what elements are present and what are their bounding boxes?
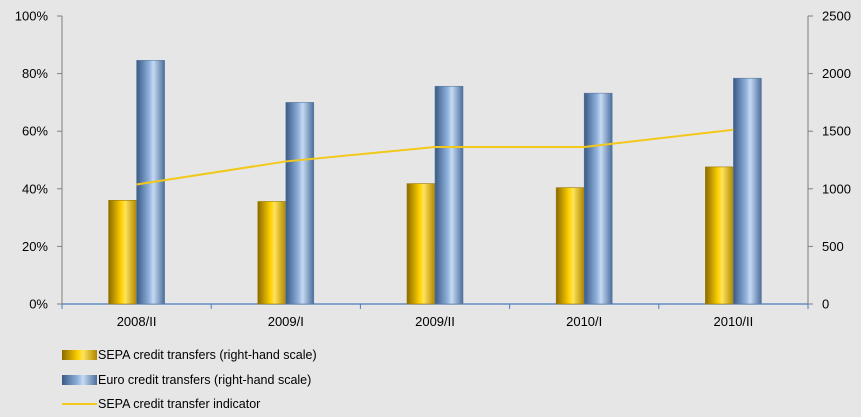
legend-item-sepa: SEPA credit transfers (right-hand scale) bbox=[62, 343, 317, 368]
bar-sepa bbox=[257, 201, 287, 305]
legend-label-indicator: SEPA credit transfer indicator bbox=[98, 397, 261, 411]
bar-euro bbox=[434, 85, 464, 305]
right-tick-label: 1000 bbox=[822, 181, 851, 196]
right-tick-label: 2500 bbox=[822, 9, 851, 24]
bar-euro bbox=[285, 102, 315, 305]
bar-sepa bbox=[705, 166, 734, 305]
right-tick-label: 1500 bbox=[822, 124, 851, 139]
legend: SEPA credit transfers (right-hand scale)… bbox=[62, 343, 317, 417]
legend-item-euro: Euro credit transfers (right-hand scale) bbox=[62, 368, 317, 393]
x-tick-label: 2009/II bbox=[415, 314, 455, 329]
legend-swatch-euro bbox=[62, 374, 97, 385]
line-indicator bbox=[136, 128, 734, 186]
right-tick-label: 2000 bbox=[822, 66, 851, 81]
left-tick-label: 0% bbox=[29, 297, 48, 312]
bar-euro bbox=[733, 77, 762, 305]
left-tick-label: 80% bbox=[22, 66, 48, 81]
x-tick-label: 2010/I bbox=[566, 314, 602, 329]
right-tick-label: 500 bbox=[822, 239, 844, 254]
line-series bbox=[136, 128, 734, 186]
right-tick-label: 0 bbox=[822, 297, 829, 312]
legend-label-sepa: SEPA credit transfers (right-hand scale) bbox=[98, 348, 317, 362]
left-tick-label: 20% bbox=[22, 239, 48, 254]
tick-labels: 0% 20% 40% 60% 80% 100% 0 500 1000 1500 2000 2500 20… bbox=[15, 9, 851, 330]
legend-label-euro: Euro credit transfers (right-hand scale) bbox=[98, 372, 312, 387]
legend-swatch-indicator bbox=[62, 403, 97, 406]
bars bbox=[108, 60, 762, 305]
x-tick-label: 2008/II bbox=[117, 314, 157, 329]
legend-swatch-sepa bbox=[62, 350, 97, 361]
bar-sepa bbox=[406, 183, 436, 305]
bar-euro bbox=[583, 92, 613, 305]
bar-sepa bbox=[108, 200, 137, 305]
x-tick-label: 2009/I bbox=[268, 314, 304, 329]
left-tick-label: 40% bbox=[22, 181, 48, 196]
x-tick-label: 2010/II bbox=[714, 314, 754, 329]
chart: 0% 20% 40% 60% 80% 100% 0 500 1000 1500 2000 2500 20… bbox=[15, 9, 851, 330]
left-tick-label: 60% bbox=[22, 124, 48, 139]
legend-item-indicator: SEPA credit transfer indicator bbox=[62, 392, 317, 417]
left-tick-label: 100% bbox=[15, 9, 49, 24]
bar-sepa bbox=[555, 187, 585, 305]
